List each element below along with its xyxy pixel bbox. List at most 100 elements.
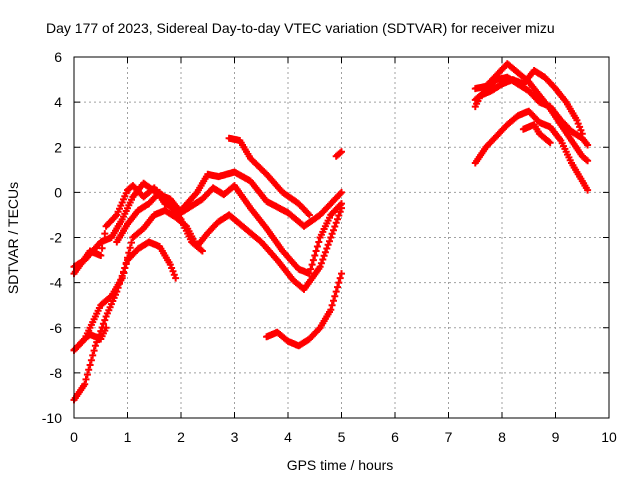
data-point (118, 272, 126, 280)
data-point (97, 252, 105, 259)
data-point (85, 366, 93, 374)
data-point (309, 256, 317, 264)
data-point (169, 267, 177, 275)
y-tick-label: -8 (50, 365, 63, 381)
data-point (328, 230, 336, 238)
data-point (321, 248, 329, 256)
data-point (114, 284, 122, 292)
data-point (331, 292, 339, 300)
data-point (584, 157, 592, 165)
x-tick-label: 2 (177, 429, 185, 445)
data-point (332, 219, 340, 227)
data-point (166, 261, 174, 269)
data-point (305, 211, 313, 219)
y-tick-label: -10 (42, 410, 62, 426)
data-point (307, 265, 315, 273)
series-track-c (70, 204, 345, 354)
data-point (334, 283, 341, 291)
x-tick-label: 5 (338, 429, 346, 445)
data-point (101, 316, 109, 324)
data-point (311, 252, 319, 259)
data-point (319, 256, 327, 263)
data-point (87, 356, 95, 364)
series-track-f (113, 188, 206, 255)
data-point (83, 371, 91, 379)
data-point (316, 263, 324, 271)
data-point (101, 230, 109, 238)
y-tick-label: 2 (54, 139, 62, 155)
data-point (323, 245, 331, 252)
data-point (576, 123, 584, 131)
series-track-d (70, 238, 180, 404)
series-track-h (263, 270, 345, 350)
x-tick-label: 1 (124, 429, 132, 445)
data-point (584, 186, 592, 194)
data-point (197, 246, 205, 254)
x-tick-label: 0 (70, 429, 78, 445)
x-tick-label: 4 (284, 429, 292, 445)
data-point (121, 264, 129, 272)
data-point (332, 288, 340, 296)
data-point (313, 243, 321, 250)
data-point (338, 188, 345, 196)
x-tick-label: 8 (498, 429, 506, 445)
data-point (330, 297, 337, 305)
x-tick-labels: 0 1 2 3 4 5 6 7 8 9 10 (70, 429, 617, 445)
x-tick-label: 9 (552, 429, 560, 445)
data-point (338, 148, 345, 156)
data-point (126, 244, 134, 252)
data-point (117, 276, 125, 284)
x-axis-label: GPS time / hours (287, 457, 394, 473)
plot-frame (73, 56, 610, 419)
y-tick-label: -6 (50, 320, 63, 336)
data-point (328, 301, 336, 309)
y-axis-label: SDTVAR / TECUs (5, 182, 21, 294)
series-track-i (332, 148, 345, 160)
y-tick-labels: -10 -8 -6 -4 -2 0 2 4 6 (42, 49, 62, 426)
y-tick-label: 6 (54, 49, 62, 65)
data-marks (70, 60, 592, 404)
chart-title: Day 177 of 2023, Sidereal Day-to-day VTE… (46, 20, 555, 36)
data-point (312, 247, 320, 255)
data-point (327, 306, 335, 314)
data-point (90, 347, 98, 355)
data-point (331, 223, 339, 230)
data-point (116, 280, 123, 288)
series-track-n (519, 121, 554, 147)
data-point (320, 252, 328, 260)
series-track-b (70, 179, 345, 278)
data-point (582, 156, 590, 164)
data-point (317, 259, 325, 267)
data-point (330, 226, 337, 234)
data-point (327, 234, 335, 241)
data-point (122, 260, 130, 268)
data-point (86, 361, 94, 369)
data-point (98, 244, 106, 252)
data-point (336, 274, 344, 282)
data-point (338, 204, 345, 212)
data-point (338, 270, 345, 278)
y-tick-label: -2 (50, 230, 63, 246)
data-point (573, 116, 581, 124)
data-point (81, 380, 89, 388)
data-point (102, 324, 110, 332)
data-point (326, 237, 333, 245)
data-point (546, 139, 554, 147)
series-track-e (70, 324, 110, 354)
data-point (172, 274, 180, 282)
x-tick-label: 7 (445, 429, 453, 445)
data-point (578, 130, 586, 138)
data-point (82, 375, 90, 383)
data-point (336, 208, 344, 216)
data-point (315, 238, 323, 246)
y-tick-label: -4 (50, 275, 63, 291)
y-tick-label: 0 (54, 184, 62, 200)
data-point (99, 320, 107, 328)
data-point (128, 239, 135, 247)
x-tick-label: 10 (601, 429, 617, 445)
x-tick-label: 3 (231, 429, 239, 445)
grid (74, 57, 609, 418)
series-track-j (471, 107, 592, 194)
data-point (584, 141, 592, 149)
